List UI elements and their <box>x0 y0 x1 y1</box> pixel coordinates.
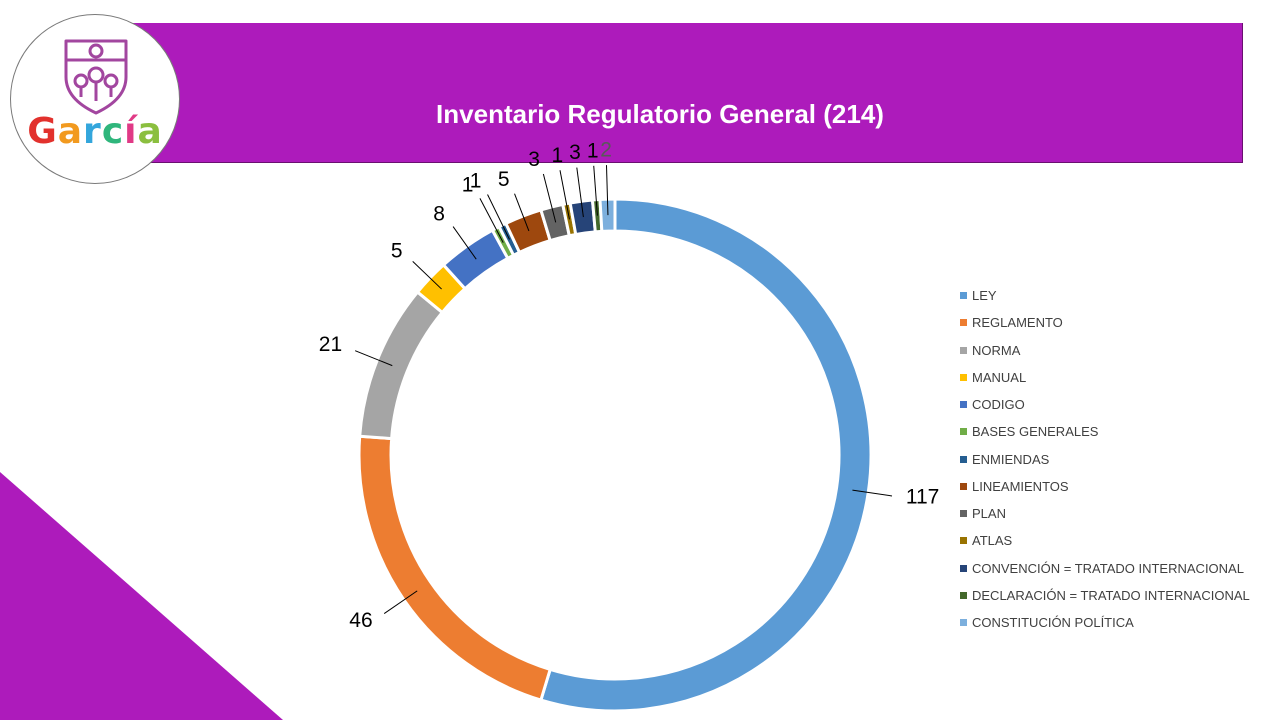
legend-label: ATLAS <box>972 533 1013 549</box>
data-label: 46 <box>349 609 372 632</box>
legend-item: PLAN <box>960 500 1250 527</box>
data-label: 1 <box>551 144 563 167</box>
corner-triangle-decoration <box>0 472 283 720</box>
logo-letter: c <box>101 111 125 152</box>
legend-label: LEY <box>972 288 997 304</box>
data-label: 5 <box>498 168 510 191</box>
leader-line <box>383 590 418 614</box>
legend-label: REGLAMENTO <box>972 315 1063 331</box>
legend-item: LINEAMIENTOS <box>960 473 1250 500</box>
leader-line <box>559 170 570 220</box>
logo-wordmark: García <box>11 111 179 152</box>
data-label: 21 <box>319 333 342 356</box>
chart-legend: LEY REGLAMENTO NORMA MANUAL CODIGO BASES GENE… <box>960 282 1250 636</box>
legend-label: LINEAMIENTOS <box>972 478 1069 494</box>
legend-label: CONSTITUCIÓN POLÍTICA <box>972 615 1134 631</box>
leader-line <box>852 489 893 497</box>
legend-swatch <box>960 564 967 572</box>
data-label: 1 <box>587 139 599 162</box>
legend-item: BASES GENERALES <box>960 418 1250 445</box>
legend-item: MANUAL <box>960 364 1250 391</box>
shield-emblem-icon <box>64 39 128 115</box>
legend-item: REGLAMENTO <box>960 309 1250 336</box>
legend-label: BASES GENERALES <box>972 424 1099 440</box>
legend-label: DECLARACIÓN = TRATADO INTERNACIONAL <box>972 587 1250 603</box>
legend-item: CONSTITUCIÓN POLÍTICA <box>960 609 1250 636</box>
legend-swatch <box>960 591 967 599</box>
data-label: 5 <box>391 239 403 262</box>
donut-slice-reglamento <box>357 434 553 702</box>
legend-label: PLAN <box>972 506 1006 522</box>
legend-swatch <box>960 373 967 381</box>
legend-label: MANUAL <box>972 369 1027 385</box>
legend-item: NORMA <box>960 337 1250 364</box>
data-label: 3 <box>569 141 581 164</box>
logo-letter: í <box>124 111 138 152</box>
legend-swatch <box>960 319 967 327</box>
legend-swatch <box>960 401 967 409</box>
legend-swatch <box>960 346 967 354</box>
legend-item: LEY <box>960 282 1250 309</box>
legend-item: DECLARACIÓN = TRATADO INTERNACIONAL <box>960 582 1250 609</box>
logo-letter: a <box>57 111 84 152</box>
logo-letter: G <box>27 111 58 152</box>
legend-item: ATLAS <box>960 527 1250 554</box>
legend-item: CODIGO <box>960 391 1250 418</box>
logo: García <box>10 14 180 184</box>
legend-swatch <box>960 510 967 518</box>
legend-swatch <box>960 537 967 545</box>
donut-slice-constituci-n-pol-tica <box>598 197 617 233</box>
donut-slice-norma <box>358 289 445 441</box>
legend-label: ENMIENDAS <box>972 451 1050 467</box>
leader-line <box>479 198 504 243</box>
legend-item: CONVENCIÓN = TRATADO INTERNACIONAL <box>960 555 1250 582</box>
legend-swatch <box>960 455 967 463</box>
leader-line <box>412 261 442 290</box>
leader-line <box>605 165 609 216</box>
data-label: 3 <box>528 148 540 171</box>
title-banner: Inventario Regulatorio General (214) <box>130 23 1243 163</box>
leader-line <box>514 193 530 232</box>
data-label: 2 <box>600 139 612 162</box>
legend-swatch <box>960 292 967 300</box>
data-label: 117 <box>906 486 939 509</box>
data-label: 1 <box>462 174 474 197</box>
data-label: 8 <box>433 203 445 226</box>
logo-letter: a <box>137 111 163 152</box>
data-label: 1 <box>470 169 482 192</box>
leader-line <box>576 167 584 218</box>
donut-slice-ley <box>539 197 873 713</box>
page-title: Inventario Regulatorio General (214) <box>436 99 884 129</box>
legend-label: NORMA <box>972 342 1021 358</box>
legend-label: CONVENCIÓN = TRATADO INTERNACIONAL <box>972 560 1244 576</box>
logo-letter: r <box>83 111 102 152</box>
legend-item: ENMIENDAS <box>960 446 1250 473</box>
leader-line <box>487 194 510 240</box>
leader-line <box>452 226 477 260</box>
legend-swatch <box>960 482 967 490</box>
leader-line <box>542 173 557 223</box>
leader-line <box>354 350 393 367</box>
leader-line <box>593 165 598 216</box>
legend-swatch <box>960 428 967 436</box>
legend-swatch <box>960 619 967 627</box>
legend-label: CODIGO <box>972 397 1025 413</box>
